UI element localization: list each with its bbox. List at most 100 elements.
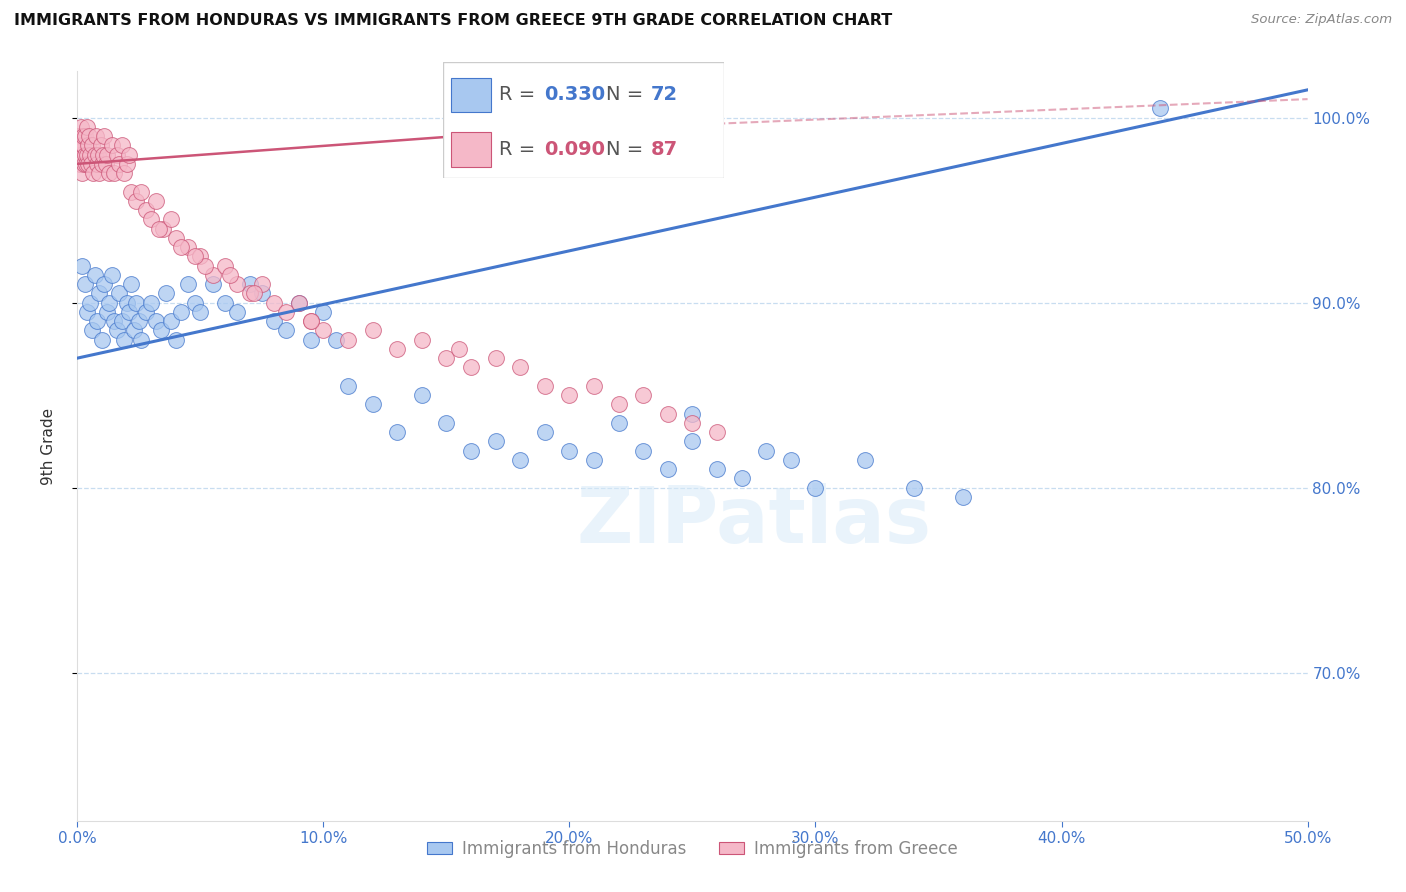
Point bbox=[82, 138, 104, 153]
Point bbox=[250, 277, 273, 292]
Point bbox=[90, 333, 114, 347]
Point bbox=[214, 259, 236, 273]
Point bbox=[87, 147, 110, 161]
Point bbox=[115, 157, 138, 171]
Point bbox=[534, 379, 557, 393]
Point bbox=[72, 129, 94, 144]
Point bbox=[194, 259, 217, 273]
Point bbox=[436, 416, 458, 430]
Point bbox=[77, 138, 100, 153]
Point bbox=[101, 268, 124, 282]
Point bbox=[75, 129, 97, 144]
Point bbox=[108, 286, 131, 301]
Text: 72: 72 bbox=[651, 86, 678, 104]
Point bbox=[263, 314, 285, 328]
Point bbox=[682, 416, 704, 430]
Point bbox=[111, 314, 132, 328]
Point bbox=[170, 305, 193, 319]
Point bbox=[201, 277, 224, 292]
Point bbox=[101, 138, 124, 153]
Point bbox=[288, 295, 311, 310]
Point bbox=[165, 333, 187, 347]
Point bbox=[73, 157, 96, 171]
Point bbox=[70, 259, 93, 273]
Point bbox=[129, 333, 153, 347]
Point bbox=[112, 166, 135, 180]
Point bbox=[952, 490, 974, 504]
Point bbox=[96, 147, 118, 161]
Point bbox=[67, 138, 90, 153]
Point bbox=[90, 157, 114, 171]
Point bbox=[145, 194, 167, 208]
Point bbox=[312, 323, 335, 337]
Text: N =: N = bbox=[606, 140, 650, 159]
Point bbox=[276, 323, 298, 337]
Point bbox=[122, 323, 145, 337]
Point bbox=[125, 194, 148, 208]
Point bbox=[103, 166, 125, 180]
Point bbox=[83, 268, 105, 282]
Point bbox=[135, 305, 157, 319]
Point bbox=[105, 323, 128, 337]
Y-axis label: 9th Grade: 9th Grade bbox=[42, 408, 56, 484]
Point bbox=[148, 221, 170, 235]
Point bbox=[76, 120, 98, 134]
Point bbox=[731, 471, 754, 485]
Point bbox=[411, 388, 433, 402]
Point bbox=[170, 240, 193, 254]
Text: 0.090: 0.090 bbox=[544, 140, 605, 159]
Point bbox=[312, 305, 335, 319]
Point bbox=[135, 203, 157, 218]
Point bbox=[276, 305, 298, 319]
Point bbox=[118, 147, 141, 161]
Point bbox=[121, 185, 143, 199]
Text: Source: ZipAtlas.com: Source: ZipAtlas.com bbox=[1251, 13, 1392, 27]
Point bbox=[509, 360, 531, 375]
Point bbox=[239, 277, 262, 292]
Point bbox=[82, 166, 104, 180]
Point bbox=[607, 416, 630, 430]
Point bbox=[299, 314, 322, 328]
Point bbox=[243, 286, 266, 301]
Legend: Immigrants from Honduras, Immigrants from Greece: Immigrants from Honduras, Immigrants fro… bbox=[420, 833, 965, 864]
Point bbox=[70, 166, 93, 180]
Point bbox=[485, 351, 508, 365]
Point bbox=[160, 314, 183, 328]
Point bbox=[633, 443, 655, 458]
Point bbox=[436, 351, 458, 365]
Point bbox=[188, 305, 212, 319]
Point bbox=[184, 295, 207, 310]
Bar bbox=[451, 132, 491, 167]
Point bbox=[103, 314, 125, 328]
Point bbox=[804, 481, 827, 495]
Point bbox=[337, 379, 360, 393]
FancyBboxPatch shape bbox=[443, 62, 724, 178]
Point bbox=[460, 443, 482, 458]
Point bbox=[82, 323, 104, 337]
Point bbox=[853, 453, 876, 467]
Text: R =: R = bbox=[499, 86, 541, 104]
Point bbox=[411, 333, 433, 347]
Point bbox=[91, 147, 114, 161]
Point bbox=[165, 231, 187, 245]
Point bbox=[385, 342, 409, 356]
Point bbox=[118, 305, 141, 319]
Point bbox=[337, 333, 360, 347]
Point bbox=[98, 295, 121, 310]
Point bbox=[76, 305, 98, 319]
Point bbox=[583, 379, 606, 393]
Point bbox=[219, 268, 242, 282]
Text: N =: N = bbox=[606, 86, 650, 104]
Point bbox=[657, 462, 679, 476]
Point bbox=[75, 157, 97, 171]
Point bbox=[83, 147, 105, 161]
Point bbox=[89, 286, 111, 301]
Point bbox=[86, 314, 108, 328]
Point bbox=[67, 129, 90, 144]
Point bbox=[73, 277, 96, 292]
Point bbox=[129, 185, 153, 199]
Point bbox=[1149, 101, 1171, 115]
Point bbox=[90, 138, 112, 153]
Point bbox=[361, 323, 384, 337]
Point bbox=[69, 157, 91, 171]
